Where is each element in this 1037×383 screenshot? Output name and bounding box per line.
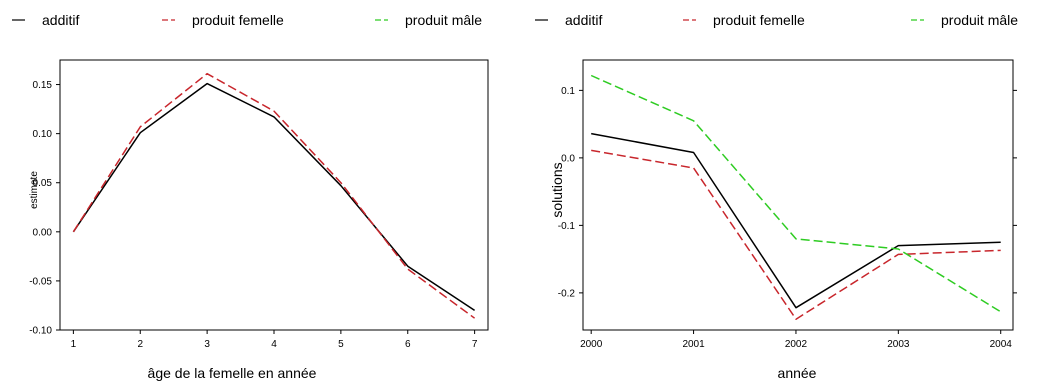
y-tick-label: 0.05 bbox=[33, 178, 53, 189]
y-tick-label: -0.05 bbox=[29, 276, 52, 287]
legend-label: produit femelle bbox=[192, 12, 284, 28]
series-line-produit-mâle bbox=[590, 74, 1002, 313]
x-tick-label: 2002 bbox=[785, 339, 808, 350]
x-tick-label: 2004 bbox=[990, 339, 1013, 350]
series-line-additif bbox=[591, 132, 1001, 309]
y-tick-label: -0.1 bbox=[558, 221, 576, 232]
y-tick-label: -0.2 bbox=[558, 288, 576, 299]
x-tick-label: 2 bbox=[137, 339, 143, 350]
y-tick-label: 0.15 bbox=[33, 80, 53, 91]
x-axis-title: année bbox=[778, 365, 817, 381]
y-tick-label: 0.1 bbox=[561, 86, 575, 97]
series-line-produit-femelle bbox=[72, 72, 476, 319]
x-tick-label: 1 bbox=[71, 339, 77, 350]
chart-panel-2: additif produit femelle produit mâle 2000 20… bbox=[535, 12, 1018, 381]
y-tick-label: 0.00 bbox=[33, 227, 53, 238]
legend-label: produit femelle bbox=[713, 12, 805, 28]
y-tick-label: -0.10 bbox=[29, 326, 52, 337]
series-line-produit-femelle bbox=[591, 149, 1001, 320]
x-tick-label: 2001 bbox=[682, 339, 705, 350]
x-tick-label: 2003 bbox=[887, 339, 910, 350]
chart-panel-1: additif produit femelle produit mâle 1 2 3 4 5 6… bbox=[12, 12, 489, 381]
y-tick-label: 0.0 bbox=[561, 153, 575, 164]
x-tick-label: 3 bbox=[204, 339, 210, 350]
y-axis-title: estimate bbox=[29, 171, 40, 209]
legend-label: produit mâle bbox=[941, 12, 1018, 28]
x-tick-label: 2000 bbox=[580, 339, 603, 350]
legend-label: additif bbox=[565, 12, 602, 28]
series-line-additif bbox=[72, 82, 476, 312]
y-axis-title: solutions bbox=[549, 162, 565, 217]
plot-frame bbox=[59, 59, 489, 331]
plot-frame bbox=[582, 59, 1014, 331]
x-tick-label: 7 bbox=[472, 339, 478, 350]
x-tick-label: 6 bbox=[405, 339, 411, 350]
legend-label: produit mâle bbox=[405, 12, 482, 28]
x-tick-label: 5 bbox=[338, 339, 344, 350]
legend-label: additif bbox=[42, 12, 79, 28]
x-tick-label: 4 bbox=[271, 339, 277, 350]
y-tick-label: 0.10 bbox=[33, 129, 53, 140]
x-axis-title: âge de la femelle en année bbox=[148, 365, 317, 381]
